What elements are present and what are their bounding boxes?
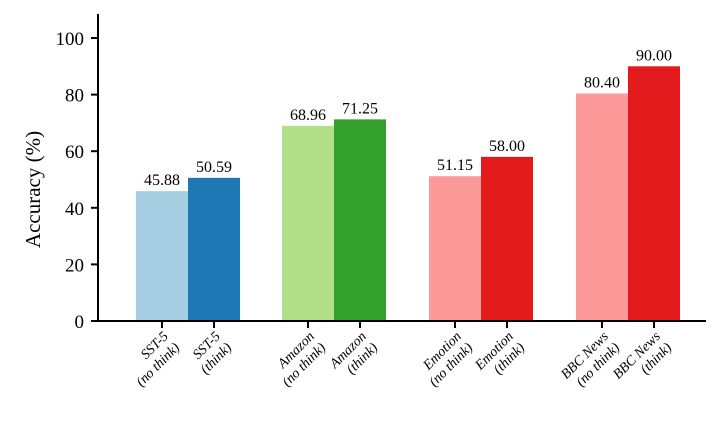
- x-axis: SST-5(no think) SST-5(think) Amazon(no thi…: [98, 320, 706, 394]
- y-axis: 0 20 40 60 80 100: [56, 14, 99, 333]
- value-labels: 45.88 50.59 68.96 71.25 51.15 58.00 80.40 90.00: [144, 47, 672, 189]
- bar-value-label: 45.88: [144, 172, 180, 189]
- bar-value-label: 51.15: [437, 157, 473, 174]
- bar-value-label: 90.00: [636, 47, 672, 64]
- y-axis-title: Accuracy (%): [21, 131, 45, 248]
- bar: [136, 191, 188, 321]
- bars: [136, 66, 680, 321]
- bar: [481, 156, 533, 321]
- x-tick-label: SST-5(think): [187, 329, 236, 378]
- x-tick-label: Emotion(think): [472, 329, 528, 385]
- bar: [334, 119, 386, 321]
- y-tick-label: 40: [65, 199, 84, 220]
- bar-value-label: 58.00: [489, 138, 525, 155]
- y-tick-label: 100: [56, 29, 85, 50]
- x-tick-label: BBC News(no think): [559, 329, 624, 394]
- x-tick-label: BBC News(think): [611, 329, 676, 394]
- bar: [429, 176, 481, 321]
- y-tick-label: 20: [65, 255, 84, 276]
- bar-value-label: 68.96: [290, 107, 326, 124]
- bar: [628, 66, 680, 321]
- y-tick-label: 0: [75, 312, 85, 333]
- bar: [282, 125, 334, 321]
- bar-value-label: 50.59: [196, 159, 232, 176]
- y-tick-label: 80: [65, 86, 84, 107]
- bar-value-label: 71.25: [342, 100, 378, 117]
- x-tick-label: SST-5(no think): [122, 329, 183, 390]
- bar: [576, 93, 628, 321]
- bar: [188, 177, 240, 321]
- x-tick-label: Amazon(no think): [268, 329, 329, 390]
- x-tick-label: Amazon(think): [327, 329, 382, 384]
- bar-value-label: 80.40: [584, 74, 620, 91]
- y-tick-label: 60: [65, 142, 84, 163]
- x-tick-label: Emotion(no think): [415, 329, 476, 390]
